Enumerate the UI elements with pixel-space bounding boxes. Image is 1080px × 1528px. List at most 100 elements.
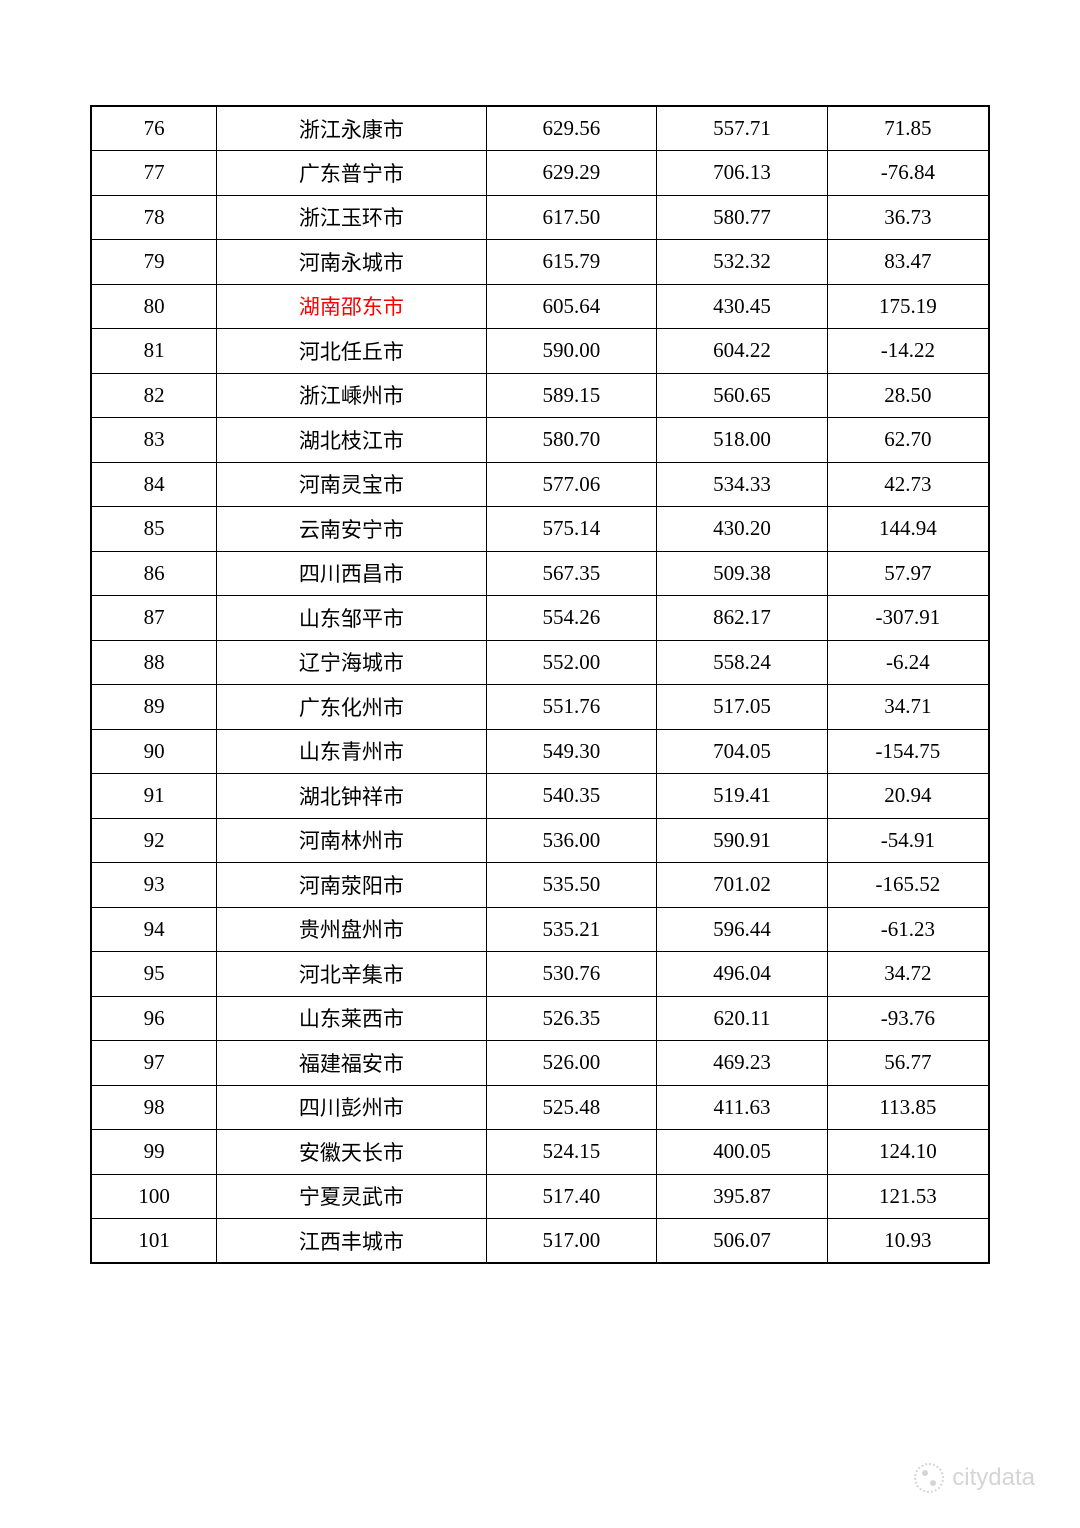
- cell-city: 河南永城市: [217, 240, 486, 285]
- cell-val2: 590.91: [657, 818, 828, 863]
- table-row: 91湖北钟祥市540.35519.4120.94: [91, 774, 989, 819]
- table-row: 83湖北枝江市580.70518.0062.70: [91, 418, 989, 463]
- table-row: 93河南荥阳市535.50701.02-165.52: [91, 863, 989, 908]
- cell-val2: 704.05: [657, 729, 828, 774]
- cell-city: 江西丰城市: [217, 1219, 486, 1264]
- cell-diff: -165.52: [827, 863, 989, 908]
- cell-val2: 469.23: [657, 1041, 828, 1086]
- cell-diff: 36.73: [827, 195, 989, 240]
- cell-rank: 101: [91, 1219, 217, 1264]
- table-row: 92河南林州市536.00590.91-54.91: [91, 818, 989, 863]
- cell-rank: 91: [91, 774, 217, 819]
- cell-val1: 535.50: [486, 863, 657, 908]
- cell-rank: 92: [91, 818, 217, 863]
- cell-rank: 78: [91, 195, 217, 240]
- cell-val2: 430.45: [657, 284, 828, 329]
- cell-city: 四川西昌市: [217, 551, 486, 596]
- cell-city: 湖北枝江市: [217, 418, 486, 463]
- table-row: 90山东青州市549.30704.05-154.75: [91, 729, 989, 774]
- cell-city: 河北任丘市: [217, 329, 486, 374]
- cell-val1: 551.76: [486, 685, 657, 730]
- cell-diff: -307.91: [827, 596, 989, 641]
- cell-rank: 93: [91, 863, 217, 908]
- cell-val2: 517.05: [657, 685, 828, 730]
- cell-val1: 530.76: [486, 952, 657, 997]
- table-row: 76浙江永康市629.56557.7171.85: [91, 106, 989, 151]
- cell-city: 四川彭州市: [217, 1085, 486, 1130]
- table-row: 95河北辛集市530.76496.0434.72: [91, 952, 989, 997]
- cell-diff: -93.76: [827, 996, 989, 1041]
- table-row: 79河南永城市615.79532.3283.47: [91, 240, 989, 285]
- cell-val2: 862.17: [657, 596, 828, 641]
- cell-diff: 83.47: [827, 240, 989, 285]
- cell-rank: 87: [91, 596, 217, 641]
- cell-rank: 79: [91, 240, 217, 285]
- cell-rank: 96: [91, 996, 217, 1041]
- table-row: 77广东普宁市629.29706.13-76.84: [91, 151, 989, 196]
- cell-val2: 580.77: [657, 195, 828, 240]
- table-row: 86四川西昌市567.35509.3857.97: [91, 551, 989, 596]
- cell-val1: 554.26: [486, 596, 657, 641]
- cell-city: 辽宁海城市: [217, 640, 486, 685]
- cell-val1: 526.35: [486, 996, 657, 1041]
- cell-val2: 604.22: [657, 329, 828, 374]
- table-container: 76浙江永康市629.56557.7171.8577广东普宁市629.29706…: [0, 0, 1080, 1264]
- cell-rank: 82: [91, 373, 217, 418]
- cell-rank: 97: [91, 1041, 217, 1086]
- cell-rank: 77: [91, 151, 217, 196]
- cell-diff: 20.94: [827, 774, 989, 819]
- cell-val1: 525.48: [486, 1085, 657, 1130]
- cell-val1: 540.35: [486, 774, 657, 819]
- cell-city: 河南林州市: [217, 818, 486, 863]
- cell-city: 安徽天长市: [217, 1130, 486, 1175]
- cell-rank: 99: [91, 1130, 217, 1175]
- cell-city: 河北辛集市: [217, 952, 486, 997]
- cell-rank: 76: [91, 106, 217, 151]
- cell-diff: -76.84: [827, 151, 989, 196]
- table-row: 81河北任丘市590.00604.22-14.22: [91, 329, 989, 374]
- table-row: 101江西丰城市517.00506.0710.93: [91, 1219, 989, 1264]
- cell-diff: 56.77: [827, 1041, 989, 1086]
- table-row: 87山东邹平市554.26862.17-307.91: [91, 596, 989, 641]
- cell-city: 广东普宁市: [217, 151, 486, 196]
- cell-val1: 517.40: [486, 1174, 657, 1219]
- cell-val2: 596.44: [657, 907, 828, 952]
- table-row: 88辽宁海城市552.00558.24-6.24: [91, 640, 989, 685]
- cell-val1: 577.06: [486, 462, 657, 507]
- cell-rank: 90: [91, 729, 217, 774]
- cell-rank: 94: [91, 907, 217, 952]
- cell-city: 湖南邵东市: [217, 284, 486, 329]
- cell-city: 宁夏灵武市: [217, 1174, 486, 1219]
- cell-city: 河南灵宝市: [217, 462, 486, 507]
- cell-diff: 121.53: [827, 1174, 989, 1219]
- table-row: 89广东化州市551.76517.0534.71: [91, 685, 989, 730]
- cell-val1: 589.15: [486, 373, 657, 418]
- cell-val1: 526.00: [486, 1041, 657, 1086]
- cell-val1: 535.21: [486, 907, 657, 952]
- cell-val2: 706.13: [657, 151, 828, 196]
- cell-diff: 124.10: [827, 1130, 989, 1175]
- cell-val1: 617.50: [486, 195, 657, 240]
- cell-val2: 620.11: [657, 996, 828, 1041]
- cell-val1: 552.00: [486, 640, 657, 685]
- cell-val2: 560.65: [657, 373, 828, 418]
- cell-val2: 411.63: [657, 1085, 828, 1130]
- cell-rank: 83: [91, 418, 217, 463]
- cell-diff: 10.93: [827, 1219, 989, 1264]
- cell-val2: 519.41: [657, 774, 828, 819]
- cell-rank: 89: [91, 685, 217, 730]
- cell-diff: 175.19: [827, 284, 989, 329]
- cell-city: 浙江永康市: [217, 106, 486, 151]
- cell-rank: 86: [91, 551, 217, 596]
- cell-val2: 509.38: [657, 551, 828, 596]
- cell-val1: 536.00: [486, 818, 657, 863]
- table-row: 96山东莱西市526.35620.11-93.76: [91, 996, 989, 1041]
- watermark-text: citydata: [952, 1464, 1035, 1492]
- cell-city: 广东化州市: [217, 685, 486, 730]
- cell-val2: 395.87: [657, 1174, 828, 1219]
- table-row: 80湖南邵东市605.64430.45175.19: [91, 284, 989, 329]
- cell-val1: 629.29: [486, 151, 657, 196]
- cell-val2: 430.20: [657, 507, 828, 552]
- cell-diff: 57.97: [827, 551, 989, 596]
- cell-val1: 575.14: [486, 507, 657, 552]
